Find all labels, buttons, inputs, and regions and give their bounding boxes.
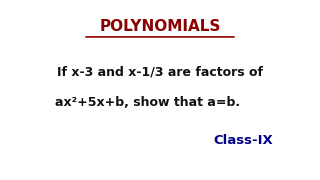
- Text: POLYNOMIALS: POLYNOMIALS: [99, 19, 221, 34]
- Text: Class-IX: Class-IX: [213, 134, 273, 147]
- Text: If x-3 and x-1/3 are factors of: If x-3 and x-1/3 are factors of: [57, 66, 263, 78]
- Text: ax²+5x+b, show that a=b.: ax²+5x+b, show that a=b.: [55, 96, 240, 109]
